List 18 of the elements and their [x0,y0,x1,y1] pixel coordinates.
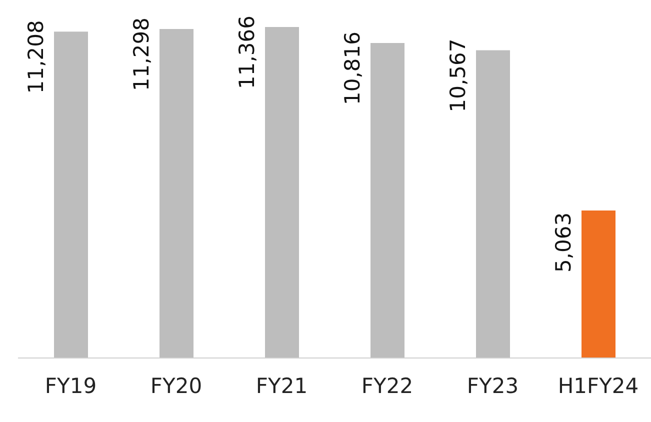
x-tick-label: FY19 [44,374,97,398]
bar [476,50,510,358]
x-tick-label: FY23 [466,374,519,398]
data-label: 11,366 [235,16,259,89]
bar [160,28,194,358]
data-label: 11,298 [130,17,154,91]
data-label: 10,567 [446,38,470,112]
bar [582,210,616,358]
data-label: 5,063 [552,212,576,273]
bar [265,27,299,358]
bar [370,43,404,358]
x-tick-label: FY21 [256,374,308,398]
data-label: 10,816 [340,32,364,106]
bar [54,32,88,358]
data-label: 11,208 [24,20,48,94]
x-tick-label: FY20 [150,374,202,398]
x-tick-label: FY22 [361,374,414,398]
x-tick-label: H1FY24 [558,374,639,398]
